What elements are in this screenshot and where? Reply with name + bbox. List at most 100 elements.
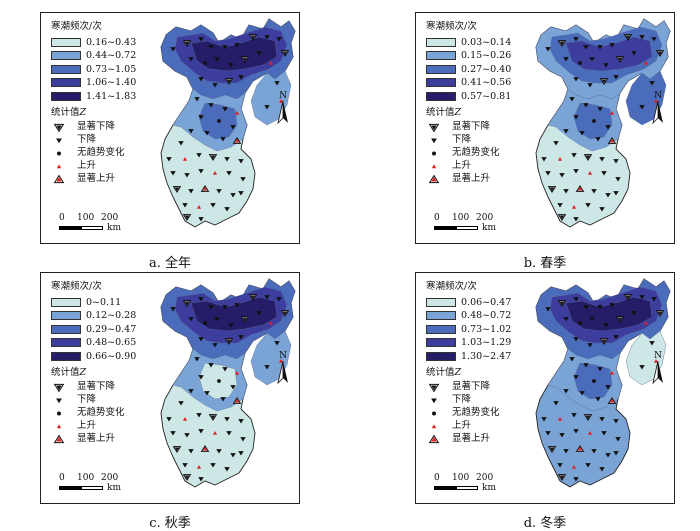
- legend-symbol-row: 显著下降: [51, 381, 136, 394]
- station-marker: [609, 43, 615, 48]
- station-marker: [222, 45, 228, 50]
- station-marker: [234, 110, 240, 115]
- station-marker: [198, 337, 204, 342]
- station-marker: [571, 153, 577, 158]
- station-marker: [268, 60, 274, 65]
- station-marker: [212, 430, 218, 435]
- increase-icon: [431, 163, 437, 168]
- legend-symbol-label: 显著下降: [452, 381, 491, 393]
- station-marker: [653, 98, 659, 103]
- station-marker: [232, 396, 242, 404]
- station-marker: [200, 444, 210, 452]
- legend-symbol-row: 无趋势变化: [51, 147, 136, 160]
- increase-icon: [431, 423, 437, 428]
- station-marker: [198, 375, 204, 380]
- map-legend: 寒潮频次/次 0.03~0.14 0.15~0.26 0.27~0.40 0.41~0.…: [426, 22, 511, 186]
- region-map: [160, 18, 296, 228]
- station-marker: [613, 75, 619, 80]
- legend-symbol-label: 上升: [77, 160, 97, 172]
- station-marker: [238, 75, 244, 80]
- station-marker: [196, 204, 202, 209]
- legend-class-row: 0.48~0.65: [51, 336, 136, 350]
- legend-symbol-label: 显著上升: [77, 173, 116, 185]
- legend-class-label: 0.27~0.40: [461, 63, 512, 75]
- station-marker: [256, 51, 262, 56]
- station-marker: [615, 56, 625, 64]
- station-marker: [238, 191, 244, 196]
- station-marker: [541, 157, 547, 162]
- sig-decrease-icon: [428, 383, 440, 392]
- legend-symbol-row: 无趋势变化: [426, 407, 511, 420]
- station-marker: [212, 170, 218, 175]
- scale-unit: km: [482, 223, 496, 233]
- station-marker: [182, 416, 188, 421]
- station-marker: [583, 305, 589, 310]
- station-marker: [184, 433, 190, 438]
- station-marker: [605, 453, 611, 458]
- station-marker: [188, 389, 194, 394]
- station-marker: [274, 341, 280, 346]
- north-arrow: N: [650, 351, 666, 390]
- scale-unit: km: [107, 483, 121, 493]
- station-marker: [240, 177, 246, 182]
- station-marker: [182, 156, 188, 161]
- station-marker: [222, 305, 228, 310]
- station-marker: [268, 320, 274, 325]
- legend-class-label: 0.48~0.72: [461, 310, 512, 321]
- station-marker: [182, 463, 188, 468]
- station-marker: [631, 51, 637, 56]
- legend-class-label: 1.06~1.40: [86, 77, 137, 88]
- station-marker: [601, 171, 607, 176]
- legend-symbol-row: 下降: [51, 134, 136, 147]
- station-marker: [276, 37, 282, 42]
- station-marker: [603, 323, 609, 328]
- station-marker: [166, 157, 172, 162]
- station-marker: [228, 323, 234, 328]
- no-trend-icon: [57, 151, 61, 155]
- scale-segment: [81, 486, 103, 490]
- station-marker: [547, 186, 557, 194]
- legend-class-label: 0.41~0.56: [461, 77, 512, 88]
- station-marker: [573, 429, 579, 434]
- scale-bar: 0 100 200 km: [434, 213, 524, 233]
- station-marker: [639, 35, 645, 40]
- legend-swatch: [51, 351, 81, 361]
- station-marker: [194, 97, 200, 102]
- map-frame: 寒潮频次/次 0~0.11 0.12~0.28 0.29~0.47 0.48~0.65 0…: [40, 272, 300, 504]
- station-marker: [607, 136, 617, 144]
- station-marker: [224, 338, 234, 346]
- station-marker: [222, 107, 228, 112]
- legend-symbol-label: 显著上升: [452, 173, 491, 185]
- station-marker: [573, 337, 579, 342]
- legend-class-label: 1.41~1.83: [86, 90, 137, 102]
- station-marker: [238, 159, 244, 164]
- station-marker: [569, 357, 575, 362]
- station-marker: [649, 81, 655, 86]
- station-marker: [188, 129, 194, 134]
- station-marker: [194, 357, 200, 362]
- station-marker: [559, 173, 565, 178]
- station-marker: [198, 477, 204, 482]
- station-marker: [653, 358, 659, 363]
- scale-bar: 0 100 200 km: [59, 213, 149, 233]
- station-marker: [188, 57, 194, 62]
- station-marker: [599, 467, 605, 472]
- decrease-icon: [56, 398, 62, 403]
- station-marker: [234, 43, 240, 48]
- station-marker: [571, 464, 577, 469]
- station-marker: [240, 316, 250, 324]
- north-arrow-icon: [277, 360, 288, 385]
- scale-tick-label: 0: [59, 473, 65, 483]
- legend-class-row: 1.30~2.47: [426, 350, 511, 364]
- legend-class-row: 0.03~0.14: [426, 36, 511, 50]
- station-marker: [589, 57, 595, 62]
- station-marker: [264, 365, 270, 370]
- sig-increase-icon: [53, 174, 65, 183]
- sig-decrease-symbol: [428, 383, 440, 392]
- map-frame: 寒潮频次/次 0.06~0.47 0.48~0.72 0.73~1.02 1.03~1.…: [415, 272, 675, 504]
- legend-swatch: [426, 324, 456, 334]
- z-legend-title: 统计值Z: [51, 108, 136, 118]
- station-marker: [222, 367, 228, 372]
- station-marker: [178, 401, 184, 406]
- legend-class-row: 0.41~0.56: [426, 76, 511, 90]
